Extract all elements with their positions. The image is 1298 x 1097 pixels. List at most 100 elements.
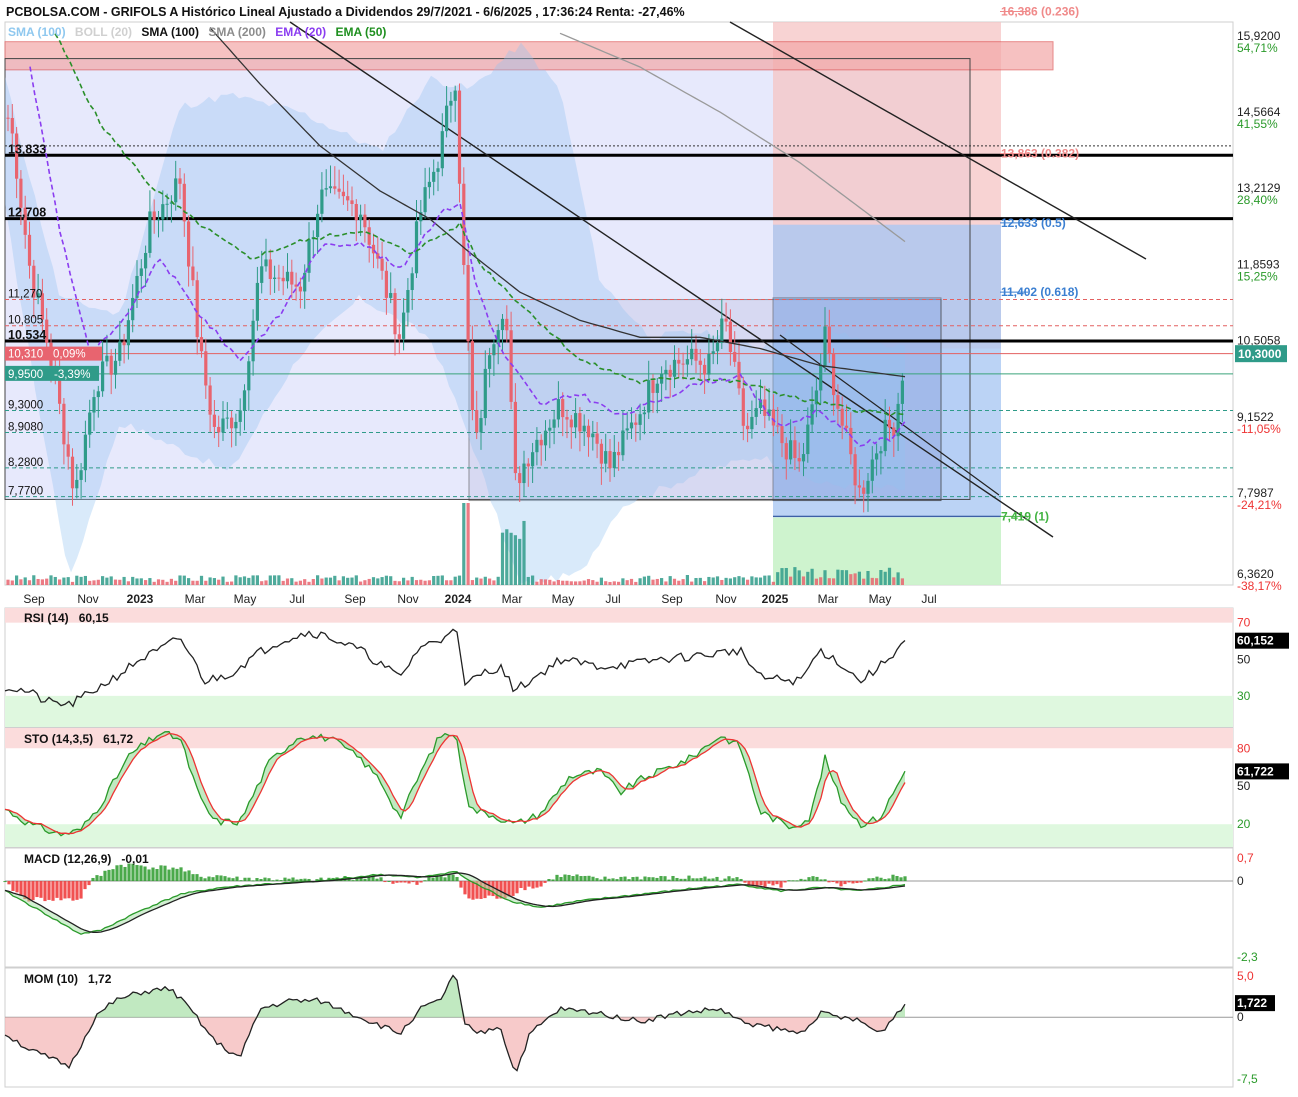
macd-histogram-bar xyxy=(831,881,835,883)
bollinger-cloud xyxy=(5,42,905,586)
candle-body xyxy=(457,90,462,184)
volume-bar xyxy=(569,581,573,585)
candle-body xyxy=(711,351,715,354)
volume-bar xyxy=(746,579,750,585)
volume-bar xyxy=(341,576,345,585)
candle-body xyxy=(887,419,892,428)
candle-body xyxy=(268,259,272,279)
macd-histogram-bar xyxy=(271,880,275,882)
candle-body xyxy=(758,399,763,409)
x-tick-label-1: Nov xyxy=(77,592,98,606)
macd-histogram-bar xyxy=(887,878,891,882)
candle-body xyxy=(83,434,87,471)
volume-bar xyxy=(612,581,616,585)
candle-body xyxy=(341,191,345,197)
volume-bar xyxy=(496,576,500,585)
macd-histogram-bar xyxy=(87,881,91,886)
volume-bar xyxy=(449,580,453,585)
candle-body xyxy=(354,204,358,221)
volume-bar xyxy=(505,529,509,585)
macd-histogram-bar xyxy=(527,881,531,887)
volume-bar xyxy=(113,579,118,585)
macd-histogram-bar xyxy=(787,880,791,882)
macd-histogram-bar xyxy=(851,881,855,884)
volume-bar xyxy=(638,578,642,585)
volume-bar xyxy=(728,578,732,585)
volume-bar xyxy=(879,570,883,585)
macd-histogram-bar xyxy=(599,879,603,882)
candle-body xyxy=(505,318,509,331)
candle-body xyxy=(10,117,14,134)
candle-body xyxy=(561,399,565,418)
macd-histogram-bar xyxy=(643,876,647,882)
candle-body xyxy=(221,418,225,433)
x-tick-label-0: Sep xyxy=(23,592,45,606)
candle-body xyxy=(780,426,784,444)
macd-histogram-bar xyxy=(823,879,827,882)
volume-bar xyxy=(380,577,384,585)
volume-bar xyxy=(586,579,591,585)
macd-histogram-bar xyxy=(383,881,387,883)
volume-bar xyxy=(543,579,548,585)
x-tick-label-3: Mar xyxy=(185,592,206,606)
candle-body xyxy=(15,133,19,179)
volume-bar xyxy=(393,580,397,585)
consolidation-box xyxy=(468,299,942,502)
candle-body xyxy=(406,290,410,313)
macd-histogram-bar xyxy=(719,880,723,882)
volume-bar xyxy=(75,575,79,585)
badge-price-box xyxy=(5,365,99,381)
sto-label: STO (14,3,5) xyxy=(24,732,94,746)
volume-bar xyxy=(101,576,105,585)
macd-histogram-bar xyxy=(699,877,703,882)
volume-bar xyxy=(135,578,139,585)
candle-body xyxy=(234,421,238,429)
candle-body xyxy=(242,390,247,411)
resistance-band-top xyxy=(4,41,1054,71)
candle-body xyxy=(328,186,333,189)
candle-body xyxy=(101,361,105,392)
volume-bar xyxy=(844,570,849,585)
candle-body xyxy=(290,271,294,285)
candle-body xyxy=(419,212,423,222)
candle-body xyxy=(165,203,169,205)
y-axis-pct-label-3: 15,25% xyxy=(1237,269,1278,283)
macd-histogram-bar xyxy=(415,881,419,885)
macd-histogram-bar xyxy=(575,874,579,882)
volume-bar xyxy=(574,581,578,585)
candle-body xyxy=(810,404,814,425)
x-tick-label-10: May xyxy=(552,592,575,606)
candle-body xyxy=(427,181,431,188)
volume-bar xyxy=(96,579,100,585)
candle-body xyxy=(569,419,573,428)
volume-bar xyxy=(152,581,156,585)
macd-histogram-bar xyxy=(863,880,867,882)
candle-body xyxy=(608,451,612,469)
macd-histogram-bar xyxy=(267,878,271,882)
macd-histogram-bar xyxy=(799,878,803,882)
candle-body xyxy=(754,408,758,417)
volume-bar xyxy=(346,577,350,585)
macd-histogram-bar xyxy=(123,866,127,882)
macd-histogram-bar xyxy=(663,876,667,882)
candle-body xyxy=(92,397,96,413)
volume-bar xyxy=(414,580,419,585)
ema50-line xyxy=(54,33,906,417)
macd-histogram-bar xyxy=(259,879,263,882)
macd-histogram-bar xyxy=(631,877,635,882)
volume-bar xyxy=(234,575,238,585)
macd-histogram-bar xyxy=(215,875,219,882)
candle-body xyxy=(870,459,874,481)
candle-body xyxy=(797,458,801,462)
mom-label: MOM (10) xyxy=(24,972,78,986)
volume-bar xyxy=(737,576,741,585)
volume-bar xyxy=(767,575,771,585)
candle-body xyxy=(832,353,836,396)
macd-histogram-bar xyxy=(707,878,711,882)
macd-histogram-bar xyxy=(359,877,363,882)
macd-histogram-bar xyxy=(167,869,171,882)
volume-bar xyxy=(281,580,285,585)
volume-bar xyxy=(677,580,681,585)
candle-body xyxy=(251,320,255,362)
candle-body xyxy=(230,417,234,429)
